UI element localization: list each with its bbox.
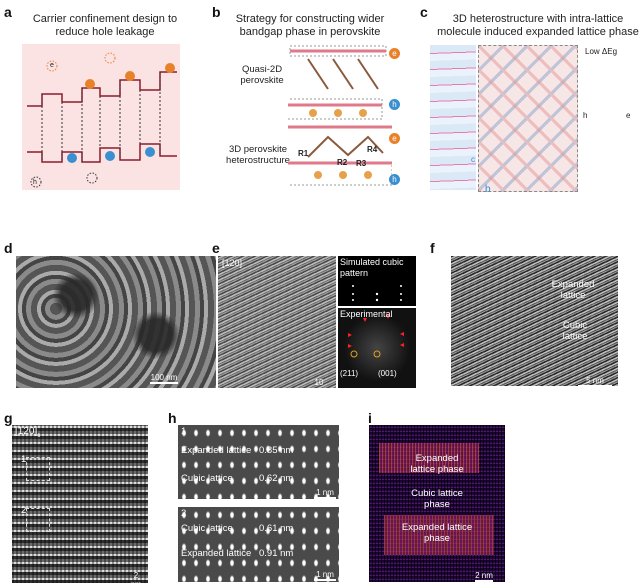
panel-label-c: c bbox=[420, 4, 428, 20]
scale-bar-h1: 1 nm bbox=[314, 488, 336, 499]
electron-symbol: e bbox=[626, 111, 631, 120]
panel-c-title: 3D heterostructure with intra-lattice mo… bbox=[437, 13, 639, 38]
lattice-structure bbox=[478, 45, 578, 192]
scale-bar-e: 10 nm bbox=[308, 378, 330, 398]
zoom-2-row1-label: Cubic lattice bbox=[181, 523, 233, 534]
panel-label-e: e bbox=[212, 240, 220, 256]
haadf-image-g bbox=[12, 425, 148, 583]
hole-icon: h bbox=[389, 174, 400, 185]
r3-label: R3 bbox=[356, 159, 367, 168]
zone-axis-e: [120] bbox=[222, 258, 243, 268]
scale-bar-d: 100 nm bbox=[150, 373, 178, 384]
panel-label-h: h bbox=[168, 410, 177, 426]
axis-b-label: b bbox=[485, 184, 491, 195]
simulated-pattern-label: Simulated cubic pattern bbox=[340, 257, 404, 278]
box-2-label: 2 bbox=[21, 505, 27, 516]
hole-icon: h bbox=[389, 99, 400, 110]
hrtem-image-f bbox=[451, 256, 618, 386]
scale-bar-g: 2 nm bbox=[128, 571, 144, 588]
hole-symbol: h bbox=[583, 111, 588, 120]
zoom-2-row2-label: Expanded lattice bbox=[181, 548, 252, 559]
zoom-1-row2-value: 0.62 nm bbox=[259, 473, 294, 484]
panel-label-b: b bbox=[212, 4, 221, 20]
phase-label-3: Expanded lattice phase bbox=[401, 522, 473, 544]
phase-label-1: Expanded lattice phase bbox=[410, 453, 464, 475]
expanded-lattice-label: Expanded lattice bbox=[551, 279, 595, 301]
electron-symbol: e bbox=[50, 62, 54, 69]
zoom-image-1 bbox=[178, 425, 339, 499]
region-box-2 bbox=[26, 508, 50, 532]
r4-label: R4 bbox=[367, 145, 378, 154]
scale-bar-h2: 1 nm bbox=[314, 570, 336, 581]
expanded-region-top bbox=[379, 443, 479, 473]
panel-b-title: Strategy for constructing wider bandgap … bbox=[235, 13, 385, 38]
panel-label-i: i bbox=[368, 410, 372, 426]
panel-label-f: f bbox=[430, 240, 435, 256]
phase-label-2: Cubic lattice phase bbox=[411, 488, 463, 510]
zoom-2-row2-value: 0.91 nm bbox=[259, 548, 294, 559]
panel-label-a: a bbox=[4, 4, 12, 20]
axis-c-label: c bbox=[471, 155, 475, 164]
experimental-pattern-inset bbox=[338, 308, 416, 388]
heterostructure-label: 3D perovskite heterostructure bbox=[226, 144, 290, 166]
band-diagram bbox=[22, 44, 180, 190]
experimental-label: Experimental bbox=[340, 309, 393, 319]
electron-icon: e bbox=[389, 48, 400, 59]
expanded-region-bottom bbox=[384, 515, 494, 555]
zoom-2-row1-value: 0.61 nm bbox=[259, 523, 294, 534]
region-box-1 bbox=[26, 457, 50, 481]
electron-icon: e bbox=[389, 133, 400, 144]
r1-label: R1 bbox=[298, 149, 309, 158]
layer-stack-illustration bbox=[430, 45, 476, 190]
strain-map-i bbox=[369, 425, 505, 582]
panel-a-title: Carrier confinement design to reduce hol… bbox=[32, 13, 178, 38]
quasi2d-label: Quasi-2D perovskite bbox=[240, 64, 284, 86]
zone-axis-text: [120] bbox=[15, 426, 38, 437]
zoom-1-row1-value: 0.85 nm bbox=[259, 445, 294, 456]
simulated-pattern-inset bbox=[338, 256, 416, 306]
zoom-1-index: 1 bbox=[181, 426, 187, 437]
zoom-image-2 bbox=[178, 507, 339, 582]
panel-label-g: g bbox=[4, 410, 13, 426]
zoom-1-row1-label: Expanded lattice bbox=[181, 445, 252, 456]
tem-image-d bbox=[16, 256, 216, 388]
zoom-1-row2-label: Cubic lattice bbox=[181, 473, 233, 484]
panel-label-d: d bbox=[4, 240, 13, 256]
hole-symbol: h bbox=[33, 179, 37, 186]
box-1-label: 1 bbox=[21, 454, 27, 465]
index-211: (211) bbox=[340, 369, 359, 378]
zone-axis-g: [120]c bbox=[15, 426, 40, 442]
perovskite-structures bbox=[285, 45, 393, 187]
zoom-2-index: 2 bbox=[181, 508, 187, 519]
r2-label: R2 bbox=[337, 158, 348, 167]
index-001: (001) bbox=[378, 369, 397, 378]
scale-bar-f: 5 nm bbox=[578, 376, 612, 387]
cubic-lattice-label: Cubic lattice bbox=[562, 320, 588, 342]
scale-bar-i: 2 nm bbox=[475, 571, 493, 582]
energy-label: Low ΔEg bbox=[585, 47, 618, 56]
hrtem-image-e bbox=[218, 256, 336, 388]
zone-axis-subscript: c bbox=[37, 433, 41, 439]
